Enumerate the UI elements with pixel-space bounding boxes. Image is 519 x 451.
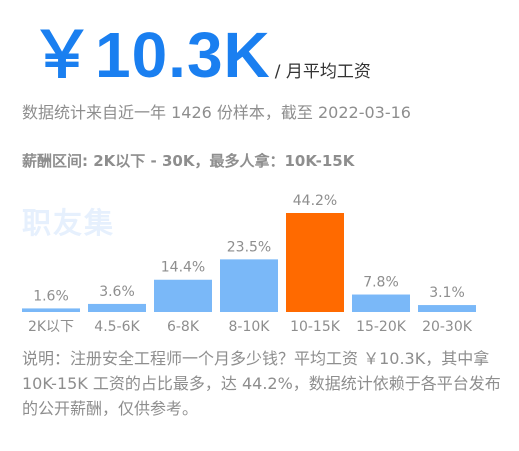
value-label: 3.1% (429, 285, 465, 301)
category-label: 2K以下 (28, 319, 74, 335)
bar-20-30K (418, 305, 476, 312)
value-label: 3.6% (99, 284, 135, 300)
watermark-logo: 职友集 (22, 206, 116, 240)
salary-unit: / 月平均工资 (274, 62, 371, 82)
bar-4.5-6K (88, 303, 146, 312)
category-label: 4.5-6K (94, 319, 140, 335)
category-label: 20-30K (422, 319, 473, 335)
value-label: 7.8% (363, 275, 399, 291)
value-label: 1.6% (33, 288, 69, 304)
description-text: 说明：注册安全工程师一个月多少钱？平均工资 ￥10.3K，其中拿 10K-15K… (22, 349, 501, 418)
category-label: 8-10K (229, 319, 271, 335)
category-label: 15-20K (356, 319, 407, 335)
bar-8-10K (220, 259, 278, 312)
bar-15-20K (352, 294, 410, 312)
salary-header: ￥10.3K / 月平均工资 (30, 16, 371, 94)
value-label: 44.2% (293, 193, 337, 209)
bar-2K以下 (22, 308, 80, 312)
sample-stats: 数据统计来自近一年 1426 份样本，截至 2022-03-16 (22, 103, 411, 122)
bar-10-15K (286, 213, 344, 312)
salary-distribution-chart: 1.6% 2K以下 3.6% 4.5-6K 14.4% 6-8K 23.5% 8-10K 44.… (22, 193, 476, 335)
salary-range-summary: 薪酬区间: 2K以下 - 30K，最多人拿：10K-15K (22, 152, 355, 170)
value-label: 14.4% (161, 260, 205, 276)
category-label: 6-8K (167, 319, 200, 335)
average-salary: ￥10.3K (30, 19, 271, 91)
value-label: 23.5% (227, 239, 271, 255)
bar-6-8K (154, 279, 212, 312)
category-label: 10-15K (290, 319, 341, 335)
